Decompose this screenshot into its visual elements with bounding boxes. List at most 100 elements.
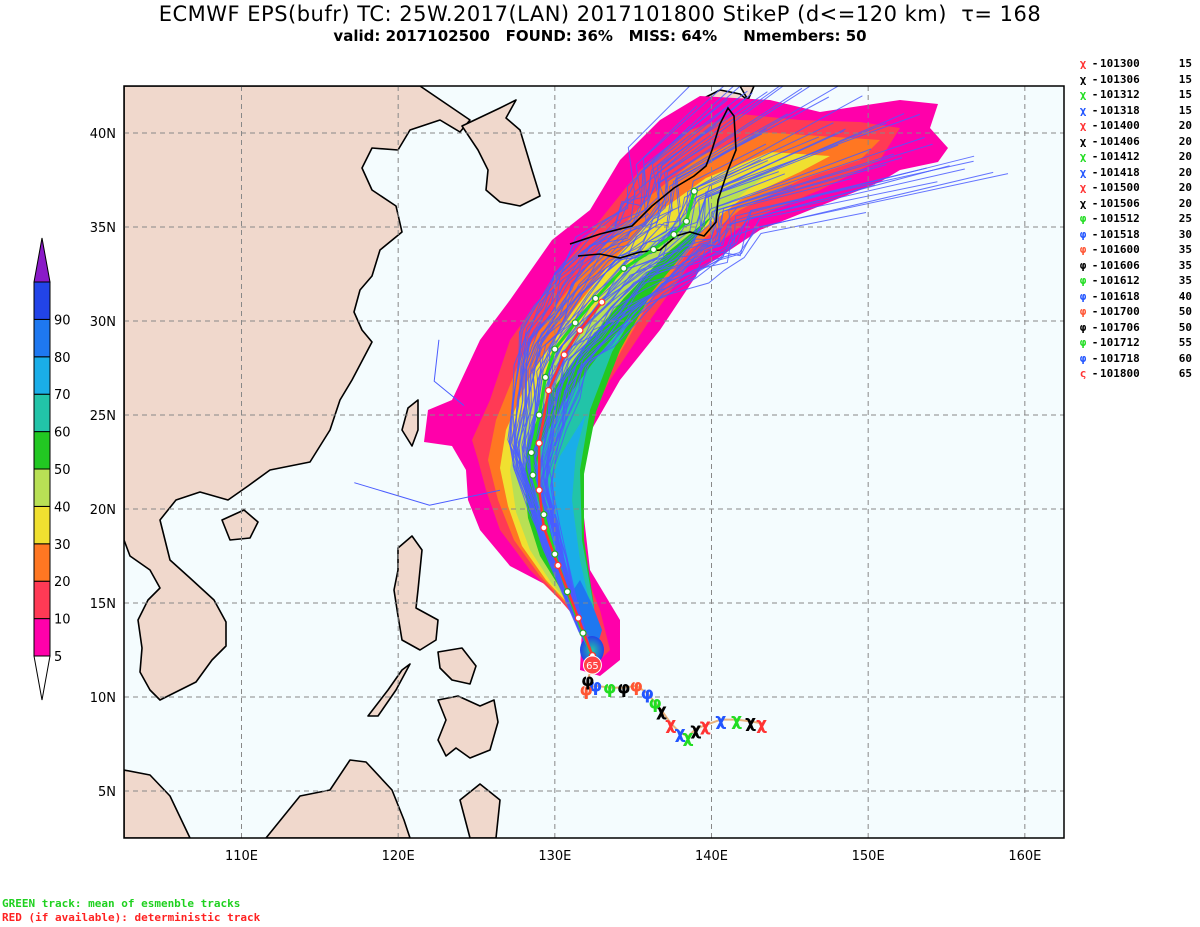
axis-labels: 110E 120E 130E 140E 150E 160E 5N 10N 15N 20N 25N 30… — [90, 127, 1042, 864]
legend-dash: - — [1091, 289, 1099, 303]
legend-wind: 15 — [1178, 57, 1192, 70]
legend-track-glyph-icon: φ — [1079, 336, 1087, 349]
legend-entry: φ -101618 40 — [1076, 289, 1200, 305]
land-malay-peninsula — [124, 769, 191, 838]
legend-track-glyph-icon: φ — [1079, 305, 1087, 318]
legend-wind: 20 — [1178, 196, 1192, 210]
deterministic-point — [560, 351, 568, 359]
observed-track-glyph: φ — [630, 677, 643, 697]
ensemble-mean-point — [541, 373, 550, 381]
legend-entry: φ -101518 30 — [1076, 227, 1200, 243]
legend-track-glyph-icon: φ — [1079, 227, 1087, 241]
lon-tick-label: 150E — [852, 849, 885, 864]
ensemble-member-track — [551, 212, 867, 656]
ensemble-member-track — [542, 178, 852, 656]
lon-tick-label: 110E — [225, 849, 258, 864]
legend-wind: 20 — [1178, 119, 1192, 132]
legend-time: 101306 — [1100, 72, 1140, 86]
colorbar-segment — [33, 543, 51, 582]
legend-track-glyph-icon: φ — [1079, 243, 1087, 256]
colorbar-segment — [33, 468, 51, 507]
legend-wind: 15 — [1178, 72, 1192, 86]
legend-track-glyph-icon: χ — [1079, 103, 1087, 117]
land-luzon — [393, 535, 439, 651]
legend-wind: 35 — [1178, 274, 1192, 287]
legend-entry: φ -101512 25 — [1076, 211, 1200, 227]
legend-entry: χ -101406 20 — [1076, 134, 1200, 150]
ensemble-mean-point — [690, 187, 698, 195]
lon-tick-label: 130E — [538, 849, 571, 864]
legend-wind: 20 — [1178, 181, 1192, 194]
land-hainan — [221, 509, 259, 541]
ensemble-mean-point — [571, 319, 579, 327]
observed-track-glyph: χ — [731, 711, 742, 731]
legend-dash: - — [1091, 72, 1099, 86]
land-asia-mainland — [124, 86, 471, 701]
legend-time: 101300 — [1100, 57, 1140, 70]
legend-wind: 40 — [1178, 289, 1192, 303]
colorbar-segment — [33, 580, 51, 620]
legend-time: 101606 — [1100, 258, 1140, 272]
legend-time: 101512 — [1100, 212, 1140, 225]
lat-tick-label: 15N — [90, 597, 116, 612]
legend-wind: 35 — [1178, 258, 1192, 272]
lon-tick-label: 140E — [695, 849, 728, 864]
legend-entry: χ -101400 20 — [1076, 118, 1200, 134]
legend-track-glyph-icon: χ — [1079, 150, 1087, 163]
legend-entry: φ -101712 55 — [1076, 335, 1200, 351]
legend-time: 101612 — [1100, 274, 1140, 287]
legend-wind: 20 — [1178, 134, 1192, 148]
legend-dash: - — [1091, 103, 1099, 117]
colorbar-segment — [33, 393, 51, 433]
legend-time: 101506 — [1100, 196, 1140, 210]
legend-time: 101618 — [1100, 289, 1140, 303]
legend-entry: χ -101306 15 — [1076, 72, 1200, 88]
legend-dash: - — [1091, 181, 1099, 194]
legend-entry: φ -101706 50 — [1076, 320, 1200, 336]
cyclone-tracks: χχχχχχχχχχφφφφφφφφφ65 — [527, 187, 767, 747]
lat-lon-gridlines — [124, 86, 1064, 838]
legend-entry: φ -101700 50 — [1076, 304, 1200, 320]
lat-tick-label: 35N — [90, 221, 116, 236]
legend-dash: - — [1091, 119, 1099, 132]
observed-track-glyph: φ — [641, 684, 654, 704]
lon-tick-label: 160E — [1008, 849, 1041, 864]
ensemble-mean-point — [551, 550, 559, 558]
legend-wind: 55 — [1178, 336, 1192, 349]
legend-entry: χ -101500 20 — [1076, 180, 1200, 196]
colorbar-segment — [33, 356, 51, 395]
colorbar-label: 70 — [54, 388, 71, 403]
plot-frame — [123, 85, 1065, 839]
ensemble-mean-point — [535, 411, 543, 419]
lat-tick-label: 10N — [90, 691, 116, 706]
legend-track-glyph-icon: φ — [1079, 258, 1087, 272]
legend-track-glyph-icon: χ — [1079, 134, 1087, 148]
colorbar-segment — [33, 318, 51, 358]
colorbar-label: 40 — [54, 500, 71, 515]
legend-time: 101518 — [1100, 227, 1140, 241]
map-title: ECMWF EPS(bufr) TC: 25W.2017(LAN) 201710… — [158, 2, 1042, 26]
legend-dash: - — [1091, 305, 1099, 318]
legend-wind: 60 — [1178, 351, 1192, 365]
legend-track-glyph-icon: φ — [1079, 320, 1087, 334]
ensemble-member-tracks — [354, 86, 1009, 656]
current-position-label: 65 — [586, 661, 599, 672]
red-track-note: RED (if available): deterministic track — [2, 911, 261, 924]
land-sakhalin — [739, 86, 755, 101]
observed-track-glyph: χ — [756, 714, 767, 734]
ensemble-member-track — [354, 482, 501, 506]
legend-dash: - — [1091, 351, 1099, 365]
lat-tick-label: 30N — [90, 315, 116, 330]
observed-track-glyph: χ — [745, 712, 756, 732]
colorbar-label: 20 — [54, 575, 71, 590]
legend-entry: χ -101312 15 — [1076, 87, 1200, 103]
legend-wind: 50 — [1178, 320, 1192, 334]
ensemble-mean-point — [551, 345, 559, 353]
legend-time: 101706 — [1100, 320, 1140, 334]
legend-dash: - — [1091, 274, 1099, 287]
legend-entry: φ -101606 35 — [1076, 258, 1200, 274]
deterministic-point — [554, 561, 562, 570]
legend-time: 101312 — [1100, 88, 1140, 101]
legend-dash: - — [1091, 320, 1099, 334]
